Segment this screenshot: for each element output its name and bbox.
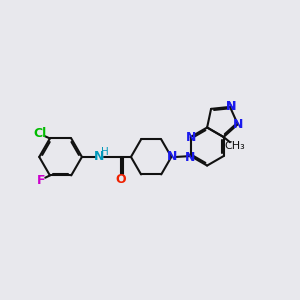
Text: N: N — [233, 118, 244, 131]
Text: N: N — [225, 100, 236, 113]
Text: N: N — [185, 151, 195, 164]
Text: N: N — [186, 131, 196, 144]
Text: O: O — [116, 173, 127, 186]
Text: F: F — [37, 174, 46, 187]
Text: Cl: Cl — [33, 127, 46, 140]
Text: N: N — [167, 150, 177, 164]
Text: N: N — [225, 100, 236, 113]
Text: H: H — [101, 147, 109, 157]
Text: CH₃: CH₃ — [225, 141, 245, 151]
Text: N: N — [94, 150, 104, 164]
